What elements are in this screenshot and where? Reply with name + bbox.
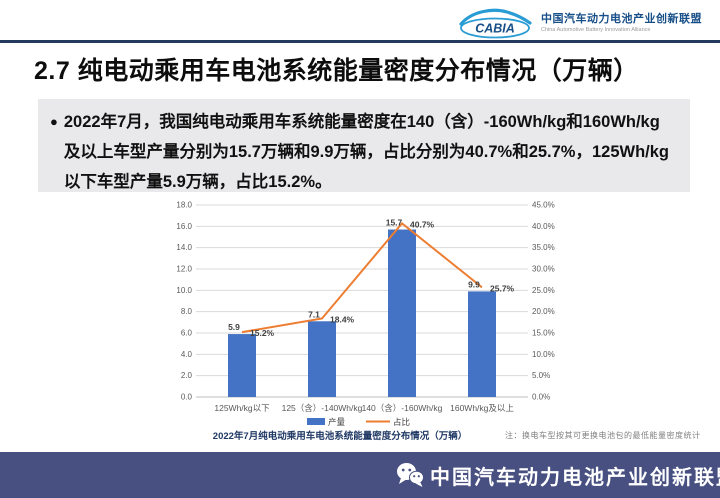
bar-value-label: 15.7 <box>386 218 403 228</box>
bullet-icon: ● <box>50 114 58 129</box>
x-axis-label: 160Wh/kg及以上 <box>450 403 514 413</box>
header-logo: CABIA 中国汽车动力电池产业创新联盟 China Automotive Ba… <box>457 7 702 39</box>
line-value-label: 25.7% <box>490 283 515 293</box>
header-divider <box>0 40 720 43</box>
page-title: 2.7 纯电动乘用车电池系统能量密度分布情况（万辆） <box>34 57 639 85</box>
right-axis-tick: 30.0% <box>532 265 555 274</box>
legend-bar-swatch <box>307 418 325 425</box>
legend-line-label: 占比 <box>393 417 410 427</box>
left-axis-tick: 8.0 <box>181 307 193 316</box>
right-axis-tick: 10.0% <box>532 350 555 359</box>
line-value-label: 15.2% <box>250 328 275 338</box>
legend-bar-label: 产量 <box>328 417 346 427</box>
ratio-line <box>241 221 483 334</box>
bar-value-label: 7.1 <box>308 309 320 319</box>
bar-3 <box>468 291 496 397</box>
chart-note: 注：换电车型按其可更换电池包的最低能量密度统计 <box>505 430 701 440</box>
energy-density-chart: 0.0 2.0 4.0 6.0 8.0 10.0 12.0 14.0 16.0 18.0 0.0% 5… <box>176 201 701 443</box>
right-axis-tick: 25.0% <box>532 286 555 295</box>
bar-2 <box>388 229 416 397</box>
right-axis-tick: 0.0% <box>532 393 550 402</box>
bar-1 <box>308 321 336 397</box>
line-value-label: 40.7% <box>410 219 435 229</box>
x-axis-label: 140（含）-160Wh/kg <box>362 403 443 413</box>
left-axis-tick: 6.0 <box>181 329 193 338</box>
left-axis-tick: 4.0 <box>181 350 193 359</box>
right-axis-tick: 15.0% <box>532 329 555 338</box>
left-axis-tick: 16.0 <box>176 222 192 231</box>
header-org-en: China Automotive Battery Innovation Alli… <box>541 27 651 34</box>
footer-bar: 中国汽车动力电池产业创新联盟 <box>0 452 720 498</box>
footer-org-name: 中国汽车动力电池产业创新联盟 <box>430 466 720 489</box>
header-org-text: 中国汽车动力电池产业创新联盟 China Automotive Battery … <box>541 13 702 33</box>
line-value-label: 18.4% <box>330 314 355 324</box>
left-axis-tick: 2.0 <box>181 371 193 380</box>
right-axis-tick: 45.0% <box>532 201 555 210</box>
summary-text: 2022年7月，我国纯电动乘用车系统能量密度在140（含）-160Wh/kg和1… <box>63 113 670 191</box>
right-axis-tick: 20.0% <box>532 307 555 316</box>
cabia-logo-icon: CABIA <box>459 8 532 39</box>
bar-value-label: 5.9 <box>228 322 240 332</box>
wechat-icon <box>397 463 424 487</box>
left-axis-tick: 18.0 <box>176 201 192 210</box>
chart-title: 2022年7月纯电动乘用车电池系统能量密度分布情况（万辆） <box>213 430 467 442</box>
x-axis-label: 125Wh/kg以下 <box>214 403 270 413</box>
right-axis-tick: 35.0% <box>532 243 555 252</box>
svg-text:CABIA: CABIA <box>475 22 515 36</box>
left-axis-tick: 0.0 <box>181 393 193 402</box>
right-axis-tick: 5.0% <box>532 371 550 380</box>
right-axis-tick: 40.0% <box>532 222 555 231</box>
header-org-cn: 中国汽车动力电池产业创新联盟 <box>541 12 702 25</box>
x-axis-label: 125（含）-140Wh/kg <box>282 403 363 413</box>
left-axis-tick: 12.0 <box>176 265 192 274</box>
left-axis-tick: 10.0 <box>176 286 192 295</box>
bar-0 <box>228 334 256 397</box>
bar-value-label: 9.9 <box>468 279 480 289</box>
left-axis-tick: 14.0 <box>176 243 192 252</box>
summary-box: ● 2022年7月，我国纯电动乘用车系统能量密度在140（含）-160Wh/kg… <box>38 99 690 192</box>
